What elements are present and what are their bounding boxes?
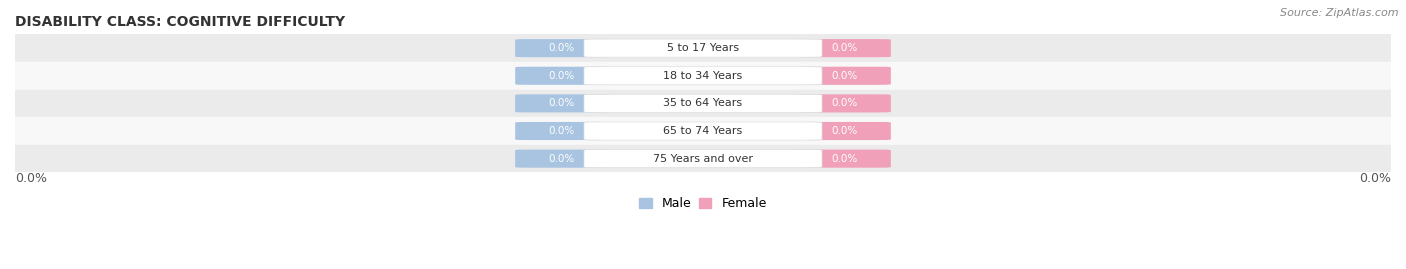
Text: 5 to 17 Years: 5 to 17 Years: [666, 43, 740, 53]
FancyBboxPatch shape: [583, 94, 823, 112]
FancyBboxPatch shape: [515, 94, 609, 112]
Text: 0.0%: 0.0%: [831, 71, 858, 81]
Text: 0.0%: 0.0%: [831, 43, 858, 53]
Text: 0.0%: 0.0%: [1360, 172, 1391, 185]
Text: 0.0%: 0.0%: [548, 43, 575, 53]
FancyBboxPatch shape: [515, 67, 609, 85]
Text: 0.0%: 0.0%: [831, 154, 858, 164]
Text: 65 to 74 Years: 65 to 74 Years: [664, 126, 742, 136]
Text: 75 Years and over: 75 Years and over: [652, 154, 754, 164]
FancyBboxPatch shape: [583, 122, 823, 140]
FancyBboxPatch shape: [797, 122, 891, 140]
FancyBboxPatch shape: [797, 39, 891, 57]
Text: 0.0%: 0.0%: [15, 172, 46, 185]
Text: 0.0%: 0.0%: [831, 126, 858, 136]
FancyBboxPatch shape: [583, 150, 823, 168]
FancyBboxPatch shape: [583, 39, 823, 57]
FancyBboxPatch shape: [797, 150, 891, 168]
Bar: [15, 62, 1391, 90]
Text: 0.0%: 0.0%: [548, 98, 575, 108]
FancyBboxPatch shape: [515, 150, 609, 168]
Text: DISABILITY CLASS: COGNITIVE DIFFICULTY: DISABILITY CLASS: COGNITIVE DIFFICULTY: [15, 15, 344, 29]
Bar: [15, 90, 1391, 117]
Text: 0.0%: 0.0%: [548, 71, 575, 81]
Text: 0.0%: 0.0%: [548, 126, 575, 136]
FancyBboxPatch shape: [583, 67, 823, 85]
Bar: [15, 117, 1391, 145]
Text: 0.0%: 0.0%: [548, 154, 575, 164]
Bar: [15, 145, 1391, 172]
Text: 18 to 34 Years: 18 to 34 Years: [664, 71, 742, 81]
Text: Source: ZipAtlas.com: Source: ZipAtlas.com: [1281, 8, 1399, 18]
FancyBboxPatch shape: [515, 39, 609, 57]
Bar: [15, 34, 1391, 62]
FancyBboxPatch shape: [797, 94, 891, 112]
FancyBboxPatch shape: [797, 67, 891, 85]
Text: 0.0%: 0.0%: [831, 98, 858, 108]
FancyBboxPatch shape: [515, 122, 609, 140]
Text: 35 to 64 Years: 35 to 64 Years: [664, 98, 742, 108]
Legend: Male, Female: Male, Female: [640, 197, 766, 210]
